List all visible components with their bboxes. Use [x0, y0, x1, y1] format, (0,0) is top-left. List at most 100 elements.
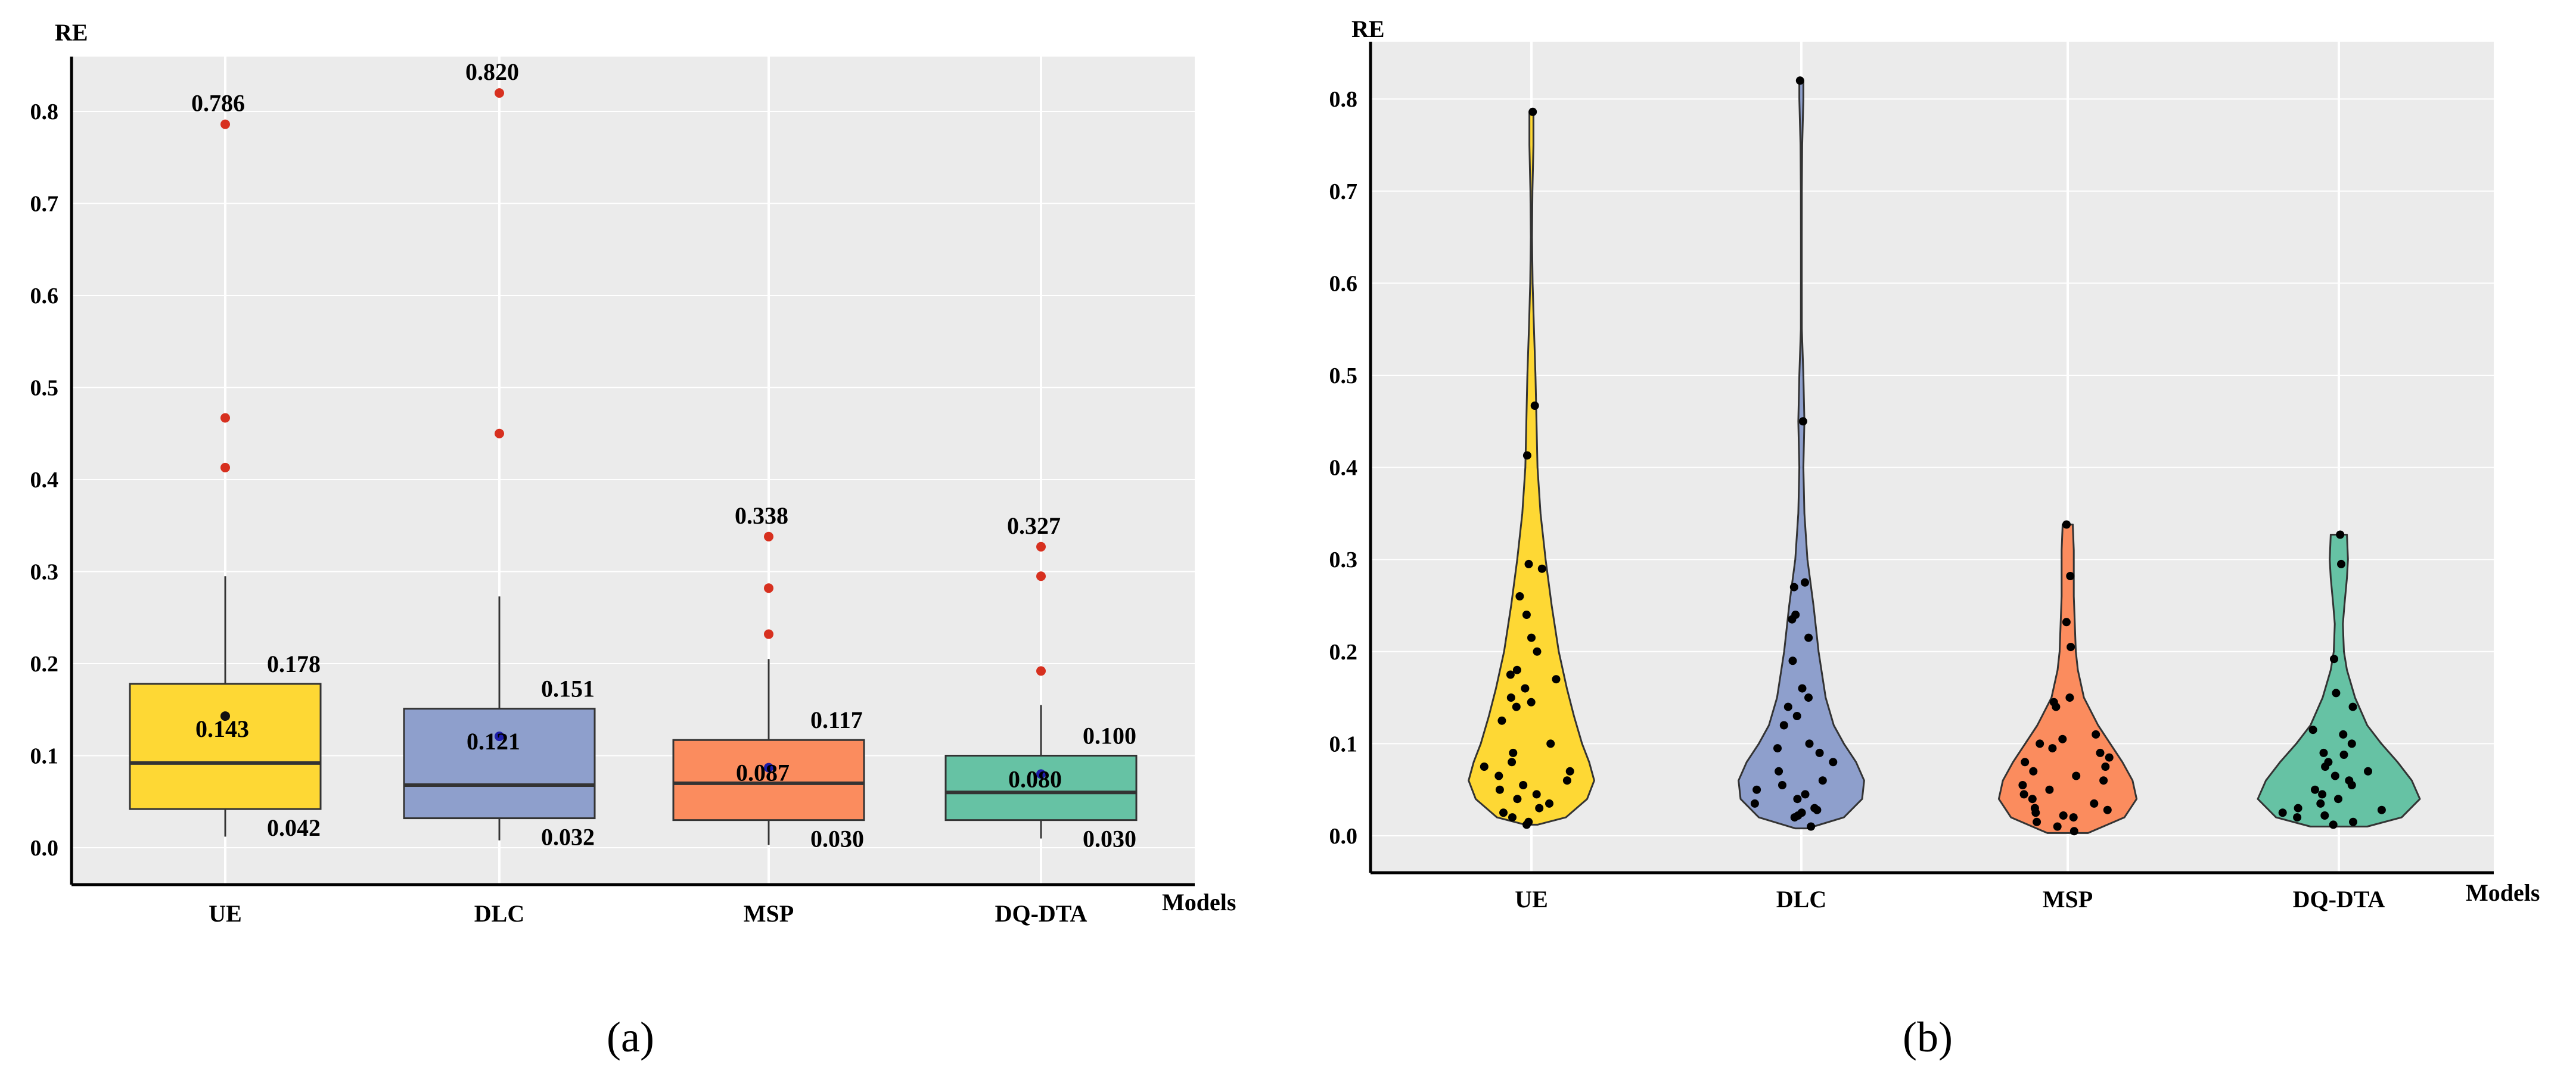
panel-a-category-label: UE — [209, 900, 242, 927]
jitter-point — [1495, 785, 1504, 794]
mean-point — [764, 763, 773, 773]
jitter-point — [2048, 744, 2057, 753]
jitter-point — [1805, 739, 1814, 748]
panel-b-category-label: DLC — [1776, 886, 1826, 913]
jitter-point — [2337, 559, 2345, 568]
jitter-point — [1537, 564, 1546, 573]
panel-a-y-tick-label: 0.7 — [30, 192, 59, 217]
jitter-point — [1497, 716, 1506, 725]
box-dlc — [403, 708, 596, 820]
jitter-point — [1515, 592, 1524, 600]
outlier-point — [1036, 571, 1046, 581]
panel-a-y-tick-labels: 0.0 0.1 0.2 0.3 0.4 0.5 0.6 0.7 0.8 — [30, 99, 59, 861]
jitter-point — [2293, 813, 2302, 822]
panel-b-y-tick-label: 0.7 — [1329, 179, 1358, 204]
jitter-point — [1815, 748, 1824, 757]
panel-a-caption: (a) — [607, 1013, 654, 1061]
panel-a-y-tick-label: 0.4 — [30, 468, 59, 493]
jitter-point — [1792, 712, 1801, 720]
panel-a-y-tick-label: 0.8 — [30, 99, 59, 125]
jitter-point — [1546, 739, 1555, 748]
box-dq-dta — [944, 755, 1138, 821]
jitter-point — [1506, 693, 1515, 702]
label-q3: 0.151 — [541, 676, 595, 702]
jitter-point — [2092, 730, 2100, 739]
jitter-point — [2099, 776, 2108, 785]
jitter-point — [2377, 805, 2386, 814]
panel-a-y-axis-label: RE — [55, 19, 88, 46]
jitter-point — [1533, 647, 1542, 656]
label-max: 0.786 — [191, 90, 245, 117]
jitter-point — [1801, 790, 1810, 799]
jitter-point — [2336, 530, 2345, 539]
panel-b-category-label: MSP — [2043, 886, 2093, 913]
panel-a-y-tick-label: 0.2 — [30, 652, 59, 677]
label-q1: 0.030 — [1083, 826, 1136, 852]
jitter-point — [2321, 763, 2330, 771]
jitter-point — [1499, 808, 1508, 817]
jitter-point — [2294, 804, 2302, 813]
label-q1: 0.032 — [541, 824, 595, 851]
label-mean: 0.121 — [467, 728, 520, 755]
box-ue — [129, 683, 322, 810]
panel-b-x-axis-label: Models — [2466, 879, 2540, 906]
jitter-point — [1798, 417, 1807, 426]
jitter-point — [2033, 817, 2041, 826]
panel-b-y-axis-label: RE — [1351, 15, 1385, 42]
panel-a-category-label: DLC — [474, 900, 524, 927]
jitter-point — [2059, 811, 2068, 820]
panel-b-marks — [1468, 76, 2421, 836]
jitter-point — [1775, 767, 1783, 776]
jitter-point — [1788, 656, 1797, 665]
jitter-point — [1798, 684, 1807, 693]
jitter-point — [2334, 795, 2342, 804]
jitter-point — [2339, 751, 2348, 759]
jitter-point — [2347, 739, 2356, 748]
outlier-point — [764, 583, 773, 593]
panel-a-y-tick-label: 0.6 — [30, 284, 59, 309]
label-max: 0.327 — [1007, 512, 1061, 539]
outlier-point — [495, 428, 504, 438]
jitter-point — [1508, 758, 1517, 767]
jitter-point — [2058, 735, 2067, 743]
mean-point — [495, 732, 504, 742]
jitter-point — [2330, 771, 2339, 780]
outlier-point — [220, 119, 230, 129]
label-mean: 0.080 — [1008, 765, 1062, 792]
jitter-point — [2045, 785, 2054, 794]
jitter-point — [1509, 748, 1518, 757]
jitter-point — [1545, 799, 1553, 808]
jitter-point — [1790, 813, 1799, 822]
jitter-point — [2062, 618, 2071, 627]
panel-a-y-tick-label: 0.3 — [30, 560, 59, 585]
jitter-point — [2347, 781, 2356, 789]
outlier-point — [495, 88, 504, 98]
jitter-point — [1535, 804, 1544, 813]
jitter-point — [2028, 795, 2037, 804]
panel-a-marks: 0.786 0.178 0.143 0.042 0.820 0.151 0.121 0.032… — [129, 58, 1138, 852]
panel-a-category-label: MSP — [744, 900, 794, 927]
jitter-point — [1512, 702, 1521, 711]
panel-a-y-tick-label: 0.1 — [30, 744, 59, 769]
jitter-point — [2031, 808, 2040, 817]
jitter-point — [2101, 763, 2110, 771]
panel-b-category-label: DQ-DTA — [2293, 886, 2385, 913]
jitter-point — [1480, 763, 1489, 771]
jitter-point — [1829, 758, 1838, 767]
box-msp — [672, 739, 865, 821]
label-mean: 0.087 — [736, 760, 790, 786]
outlier-point — [220, 462, 230, 472]
jitter-point — [1527, 633, 1536, 642]
mean-point — [1036, 769, 1046, 779]
jitter-point — [1750, 799, 1759, 808]
panel-b-x-category-labels: UE DLC MSP DQ-DTA — [1515, 886, 2385, 913]
jitter-point — [2036, 739, 2044, 748]
jitter-point — [1813, 805, 1822, 814]
jitter-point — [1532, 790, 1541, 799]
jitter-point — [2021, 758, 2030, 767]
label-q3: 0.178 — [267, 651, 321, 677]
jitter-point — [2069, 827, 2078, 836]
jitter-point — [2029, 767, 2038, 776]
panel-b-y-tick-label: 0.1 — [1329, 732, 1358, 757]
jitter-point — [1513, 795, 1522, 804]
